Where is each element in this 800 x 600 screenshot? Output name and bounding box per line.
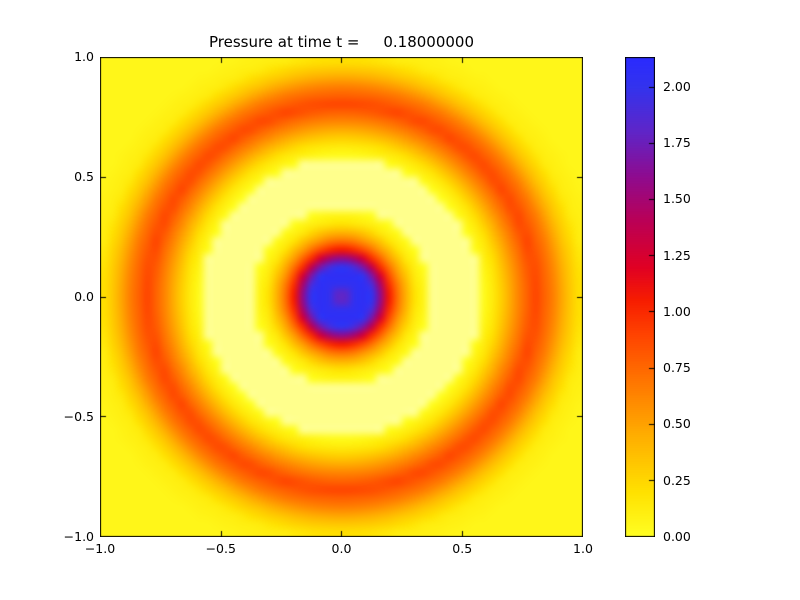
x-tick-label: 0.0 [331,541,352,556]
colorbar-tick-label: 1.00 [663,303,691,319]
plot-title: Pressure at time t = 0.18000000 [208,33,475,51]
y-tick-label: 1.0 [74,48,94,64]
x-tick-label: 1.0 [573,541,593,556]
x-tick-label: −1.0 [84,541,116,556]
pressure-heatmap [100,57,583,537]
x-tick-label: −0.5 [205,541,236,556]
colorbar-tick-label: 0.75 [663,359,691,375]
y-tick-label: −1.0 [63,528,94,544]
colorbar-tick-label: 0.25 [663,472,691,488]
y-tick-label: −0.5 [63,408,94,424]
colorbar-tick-label: 0.50 [663,416,691,432]
x-tick-label: 0.5 [452,541,473,556]
colorbar-tick-label: 1.75 [663,134,691,150]
colorbar-tick-label: 1.25 [663,247,691,263]
colorbar-tick-label: 1.50 [663,191,691,207]
colorbar-tick-label: 0.00 [663,528,691,544]
y-tick-label: 0.5 [74,168,94,184]
colorbar-tick-label: 2.00 [663,78,691,94]
y-tick-label: 0.0 [74,288,94,304]
colorbar [625,57,655,537]
